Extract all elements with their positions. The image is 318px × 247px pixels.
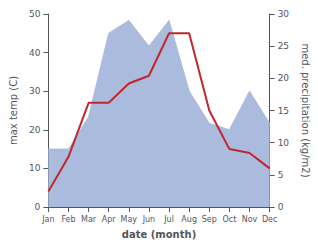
svg-text:0: 0 [278, 202, 284, 212]
svg-text:0: 0 [35, 202, 41, 212]
svg-text:20: 20 [278, 73, 290, 83]
svg-text:40: 40 [29, 48, 41, 58]
svg-text:med. precipitation (kg/m2): med. precipitation (kg/m2) [300, 43, 311, 177]
svg-text:May: May [121, 215, 138, 224]
svg-text:Feb: Feb [61, 215, 75, 224]
svg-text:30: 30 [278, 9, 290, 19]
svg-text:10: 10 [29, 163, 41, 173]
svg-text:50: 50 [29, 9, 41, 19]
svg-text:Jan: Jan [41, 215, 54, 224]
svg-text:Aug: Aug [181, 215, 197, 224]
svg-text:Jul: Jul [163, 215, 174, 224]
svg-text:max temp (C): max temp (C) [8, 76, 19, 145]
svg-text:10: 10 [278, 138, 290, 148]
svg-text:30: 30 [29, 86, 41, 96]
svg-text:Apr: Apr [102, 215, 117, 224]
svg-text:Sep: Sep [202, 215, 217, 224]
svg-text:Mar: Mar [81, 215, 97, 224]
svg-text:Nov: Nov [242, 215, 258, 224]
svg-text:Dec: Dec [262, 215, 277, 224]
svg-text:25: 25 [278, 41, 289, 51]
svg-text:5: 5 [278, 170, 284, 180]
svg-text:Oct: Oct [222, 215, 236, 224]
svg-text:date (month): date (month) [122, 229, 196, 240]
svg-text:Jun: Jun [142, 215, 156, 224]
svg-text:15: 15 [278, 106, 289, 116]
svg-text:20: 20 [29, 125, 41, 135]
